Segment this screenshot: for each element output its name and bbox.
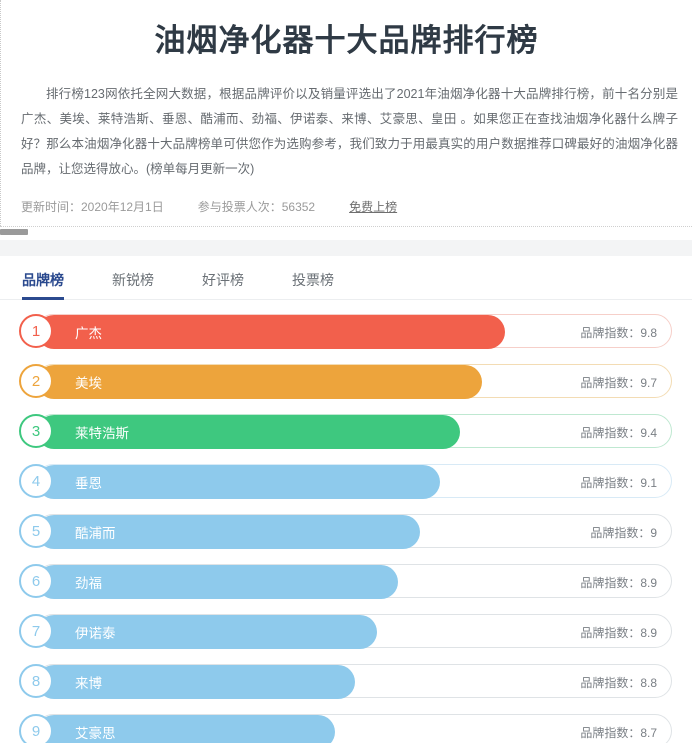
brand-name[interactable]: 酷浦而 [75, 526, 116, 541]
rank-bar: 来博 [37, 665, 355, 699]
tab-4[interactable]: 投票榜 [292, 272, 334, 288]
rank-row[interactable]: 劲福 品牌指数：8.9 6 [19, 564, 672, 599]
rank-track: 垂恩 品牌指数：9.1 [36, 464, 672, 499]
brand-index-score: 品牌指数：9.1 [580, 475, 657, 490]
brand-index-score: 品牌指数：8.8 [580, 675, 657, 690]
rank-row[interactable]: 来博 品牌指数：8.8 8 [19, 664, 672, 699]
brand-name[interactable]: 美埃 [75, 376, 102, 391]
brand-name[interactable]: 伊诺泰 [75, 626, 116, 641]
intro-paragraph: 排行榜123网依托全网大数据，根据品牌评价以及销量评选出了2021年油烟净化器十… [21, 86, 678, 176]
scrollbar-thumb[interactable] [0, 229, 28, 235]
update-time: 更新时间：2020年12月1日 [21, 199, 164, 214]
rank-badge: 7 [19, 614, 53, 648]
rank-row[interactable]: 伊诺泰 品牌指数：8.9 7 [19, 614, 672, 649]
rank-row[interactable]: 酷浦而 品牌指数：9 5 [19, 514, 672, 549]
rank-track: 美埃 品牌指数：9.7 [36, 364, 672, 399]
rank-badge: 6 [19, 564, 53, 598]
rank-track: 艾豪思 品牌指数：8.7 [36, 714, 672, 743]
rank-bar: 垂恩 [37, 465, 440, 499]
rank-track: 酷浦而 品牌指数：9 [36, 514, 672, 549]
rank-bar: 艾豪思 [37, 715, 335, 743]
rank-bar: 劲福 [37, 565, 398, 599]
brand-index-score: 品牌指数：9.4 [580, 425, 657, 440]
brand-name[interactable]: 莱特浩斯 [75, 426, 129, 441]
rank-row[interactable]: 艾豪思 品牌指数：8.7 9 [19, 714, 672, 743]
rank-badge: 3 [19, 414, 53, 448]
brand-name[interactable]: 艾豪思 [75, 726, 116, 741]
page-title: 油烟净化器十大品牌排行榜 [154, 23, 539, 58]
horizontal-scrollbar[interactable] [0, 226, 692, 240]
rank-row[interactable]: 莱特浩斯 品牌指数：9.4 3 [19, 414, 672, 449]
brand-name[interactable]: 劲福 [75, 576, 102, 591]
rank-badge: 8 [19, 664, 53, 698]
brand-index-score: 品牌指数：8.7 [580, 725, 657, 740]
brand-name[interactable]: 来博 [75, 676, 102, 691]
meta-row: 更新时间：2020年12月1日 参与投票人次：56352 免费上榜 [21, 198, 692, 215]
brand-index-score: 品牌指数：8.9 [580, 575, 657, 590]
ranking-tabs: 品牌榜 新锐榜 好评榜 投票榜 [0, 256, 692, 300]
ranking-list: 广杰 品牌指数：9.8 1 美埃 品牌指数：9.7 2 莱特浩斯 品牌指数：9.4 3 垂恩 品牌指… [0, 300, 692, 743]
rank-badge: 5 [19, 514, 53, 548]
brand-index-score: 品牌指数：9 [590, 525, 657, 540]
rank-badge: 1 [19, 314, 53, 348]
rank-badge: 2 [19, 364, 53, 398]
rank-row[interactable]: 美埃 品牌指数：9.7 2 [19, 364, 672, 399]
brand-name[interactable]: 广杰 [75, 326, 102, 341]
rank-track: 劲福 品牌指数：8.9 [36, 564, 672, 599]
rank-track: 广杰 品牌指数：9.8 [36, 314, 672, 349]
rank-badge: 9 [19, 714, 53, 743]
rank-bar: 广杰 [37, 315, 505, 349]
brand-index-score: 品牌指数：9.7 [580, 375, 657, 390]
brand-index-score: 品牌指数：8.9 [580, 625, 657, 640]
tab-2[interactable]: 新锐榜 [112, 272, 154, 288]
rank-bar: 伊诺泰 [37, 615, 377, 649]
tab-3[interactable]: 好评榜 [202, 272, 244, 288]
free-listing-link[interactable]: 免费上榜 [349, 199, 398, 214]
rank-bar: 莱特浩斯 [37, 415, 460, 449]
tab-1[interactable]: 品牌榜 [22, 270, 64, 300]
rank-track: 来博 品牌指数：8.8 [36, 664, 672, 699]
rank-track: 伊诺泰 品牌指数：8.9 [36, 614, 672, 649]
brand-index-score: 品牌指数：9.8 [580, 325, 657, 340]
rank-bar: 酷浦而 [37, 515, 420, 549]
brand-name[interactable]: 垂恩 [75, 476, 102, 491]
vote-count: 参与投票人次：56352 [197, 199, 316, 214]
rank-bar: 美埃 [37, 365, 482, 399]
rank-badge: 4 [19, 464, 53, 498]
rank-row[interactable]: 广杰 品牌指数：9.8 1 [19, 314, 672, 349]
rank-row[interactable]: 垂恩 品牌指数：9.1 4 [19, 464, 672, 499]
section-divider [0, 240, 692, 256]
rank-track: 莱特浩斯 品牌指数：9.4 [36, 414, 672, 449]
article-header: 油烟净化器十大品牌排行榜 排行榜123网依托全网大数据，根据品牌评价以及销量评选… [0, 0, 692, 226]
